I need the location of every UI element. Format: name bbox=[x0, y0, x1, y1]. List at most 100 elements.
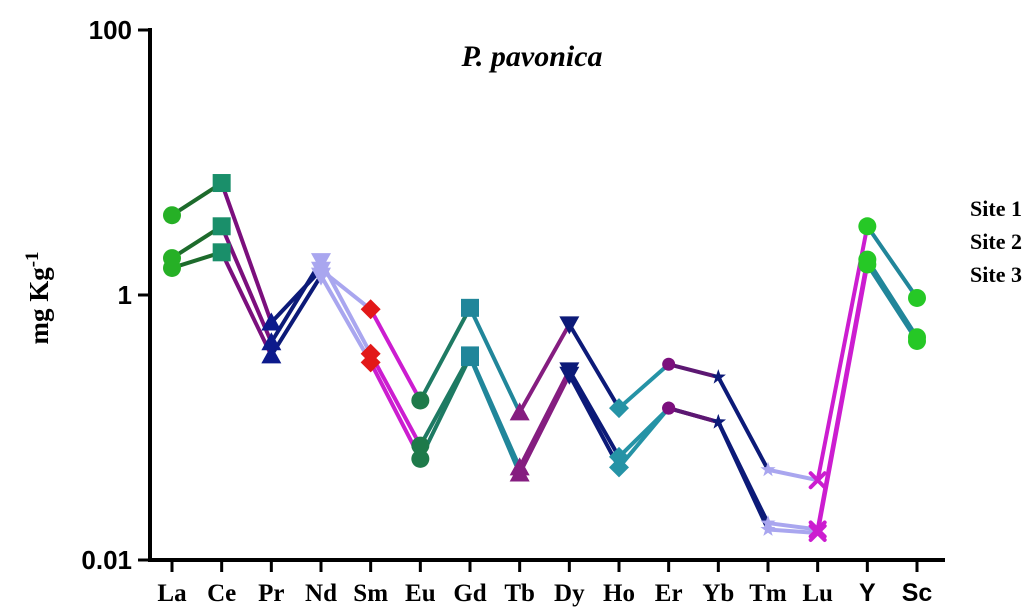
series-2-segment-tm-lu bbox=[766, 521, 820, 532]
series-3-segment-lu-y bbox=[815, 262, 870, 535]
data-point-series-1-gd bbox=[461, 298, 479, 317]
y-tick-label: 100 bbox=[89, 15, 132, 45]
series-1-segment-er-yb bbox=[666, 362, 721, 380]
series-markers-3 bbox=[163, 243, 926, 542]
data-point-series-3-y bbox=[858, 255, 877, 274]
data-point-series-2-ho bbox=[609, 446, 629, 467]
series-2-segment-nd-sm bbox=[319, 259, 373, 356]
marks-layer bbox=[163, 174, 926, 542]
data-point-series-3-ce bbox=[212, 243, 231, 262]
data-point-series-1-er bbox=[662, 357, 676, 371]
series-1-segment-dy-ho bbox=[567, 322, 621, 411]
series-1-segment-ho-er bbox=[617, 362, 671, 411]
data-point-series-2-pr bbox=[261, 332, 282, 351]
series-3-segment-pr-nd bbox=[269, 273, 323, 358]
series-2-segment-dy-ho bbox=[567, 368, 621, 459]
x-tick-label-nd: Nd bbox=[305, 580, 337, 607]
x-tick-label-dy: Dy bbox=[554, 580, 585, 607]
series-1-segment-tm-lu bbox=[766, 467, 820, 483]
x-tick-label-tm: Tm bbox=[749, 580, 787, 607]
data-point-series-3-lu bbox=[808, 523, 827, 542]
x-tick-label-ho: Ho bbox=[603, 580, 635, 607]
series-1-segment-yb-tm bbox=[716, 375, 770, 472]
y-tick-label: 1 bbox=[118, 280, 132, 310]
data-point-series-1-eu bbox=[411, 391, 430, 410]
data-point-series-2-nd bbox=[311, 253, 331, 272]
x-tick-label-lu: Lu bbox=[802, 580, 833, 607]
x-tick-label-ce: Ce bbox=[207, 580, 236, 607]
x-tick-label-sc: Sc bbox=[902, 579, 933, 607]
x-tick-label-pr: Pr bbox=[258, 580, 284, 607]
data-point-series-3-nd bbox=[311, 267, 331, 286]
data-point-series-3-la bbox=[163, 258, 181, 277]
data-point-series-3-sc bbox=[908, 331, 926, 350]
series-3-segment-yb-tm bbox=[716, 420, 770, 532]
data-point-series-1-ho bbox=[609, 398, 629, 419]
series-3-segment-nd-sm bbox=[319, 273, 373, 365]
data-point-series-1-sc bbox=[908, 288, 926, 307]
series-3-segment-tb-dy bbox=[517, 372, 572, 476]
data-point-series-3-tb bbox=[509, 463, 530, 482]
data-point-series-1-lu-stroke-b bbox=[808, 471, 827, 490]
series-line-3 bbox=[170, 250, 919, 535]
svg-text:mg Kg-1: mg Kg-1 bbox=[22, 251, 54, 344]
series-3-segment-er-yb bbox=[666, 406, 721, 425]
data-point-series-2-eu bbox=[411, 436, 430, 455]
data-point-series-1-ce bbox=[212, 174, 231, 193]
data-point-series-1-sm bbox=[360, 299, 381, 320]
y-axis-label: mg Kg-1 bbox=[22, 251, 54, 344]
data-point-series-1-pr bbox=[261, 312, 282, 331]
data-point-series-1-yb bbox=[710, 369, 726, 384]
series-1-segment-ce-pr bbox=[219, 181, 274, 325]
data-point-series-2-lu-stroke-b bbox=[808, 520, 827, 539]
legend-entry-site-2: Site 2 bbox=[970, 229, 1022, 254]
series-line-2 bbox=[170, 224, 919, 532]
series-3-segment-y-sc bbox=[865, 262, 919, 343]
y-tick-label: 0.01 bbox=[81, 545, 132, 575]
series-2-segment-tb-dy bbox=[517, 368, 572, 470]
series-1-segment-sm-eu bbox=[368, 307, 423, 403]
series-3-segment-dy-ho bbox=[567, 372, 621, 470]
series-1-segment-tb-dy bbox=[517, 322, 572, 415]
x-tick-label-sm: Sm bbox=[353, 580, 388, 607]
series-3-segment-eu-gd bbox=[418, 355, 472, 461]
data-point-series-1-dy bbox=[559, 316, 580, 335]
chart-title: P. pavonica bbox=[460, 40, 602, 73]
series-3-segment-ce-pr bbox=[219, 250, 274, 358]
series-1-segment-pr-nd bbox=[269, 267, 323, 325]
series-2-segment-sm-eu bbox=[368, 351, 423, 448]
data-point-series-3-er bbox=[662, 401, 676, 415]
legend-entry-site-1: Site 1 bbox=[970, 196, 1022, 221]
data-point-series-1-tm bbox=[760, 461, 776, 477]
data-point-series-1-lu bbox=[808, 471, 827, 490]
data-point-series-3-gd bbox=[461, 348, 479, 367]
data-point-series-3-ho bbox=[609, 457, 629, 478]
data-point-series-3-lu-stroke-b bbox=[808, 523, 827, 542]
series-1-segment-eu-gd bbox=[418, 305, 472, 403]
y-axis-label-text: mg Kg bbox=[24, 267, 54, 345]
data-point-series-1-y bbox=[858, 217, 877, 236]
series-line-1 bbox=[170, 181, 919, 483]
series-1-segment-gd-tb bbox=[468, 305, 522, 415]
x-tick-label-tb: Tb bbox=[504, 580, 535, 607]
data-point-series-3-tm bbox=[760, 521, 776, 536]
data-point-series-3-dy bbox=[559, 366, 580, 385]
legend: Site 1 Site 2 Site 3 bbox=[970, 196, 1022, 287]
series-3-segment-gd-tb bbox=[468, 355, 522, 476]
series-1-segment-y-sc bbox=[865, 224, 919, 300]
data-point-series-3-eu bbox=[411, 449, 430, 468]
data-point-series-3-yb bbox=[710, 414, 726, 429]
x-tick-label-gd: Gd bbox=[453, 580, 486, 607]
y-axis-label-exponent: -1 bbox=[22, 251, 43, 267]
x-tick-label-y: Y bbox=[859, 579, 876, 607]
series-3-segment-tm-lu bbox=[766, 527, 820, 535]
x-ticks: La Ce Pr Nd Sm Eu Gd Tb Dy Ho Er Yb Tm Lu Y Sc bbox=[157, 560, 932, 607]
data-point-series-1-tb bbox=[509, 402, 530, 421]
x-tick-label-la: La bbox=[157, 580, 187, 607]
data-point-series-3-sm bbox=[360, 352, 381, 373]
series-markers-1 bbox=[163, 174, 926, 490]
data-point-series-1-la bbox=[163, 206, 181, 225]
series-1-segment-lu-y bbox=[815, 224, 870, 483]
